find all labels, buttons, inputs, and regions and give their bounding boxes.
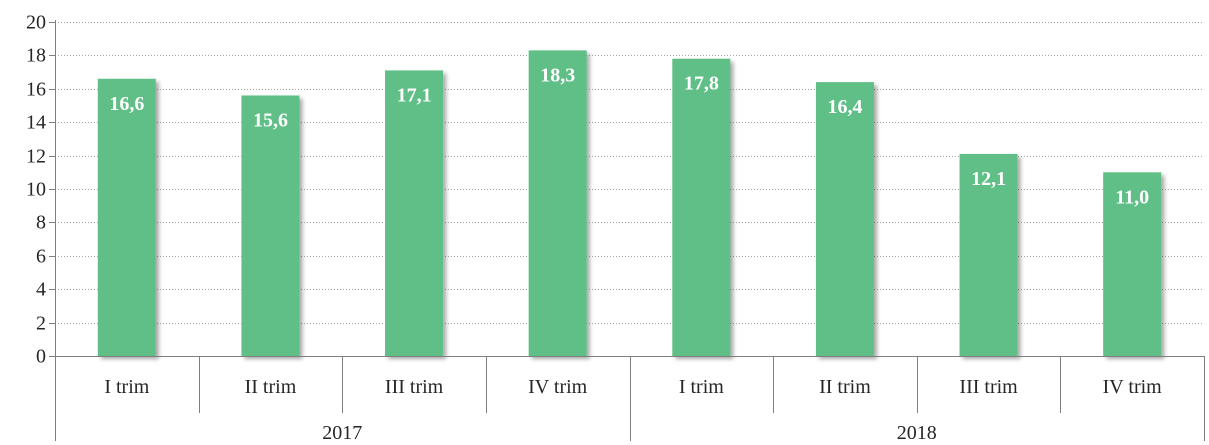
bar [815,82,874,357]
bar [241,95,300,356]
data-label: 11,0 [1115,186,1149,208]
data-label: 16,6 [109,93,144,115]
bar [1103,172,1162,356]
x-tick-label: IV trim [528,376,588,398]
x-tick-label: III trim [959,376,1018,398]
data-labels: 16,6 15,6 17,1 18,3 17,8 16,4 12,1 11,0 [109,64,1149,208]
data-label: 15,6 [253,109,288,131]
x-tick-label: I trim [679,376,724,398]
x-tick-label: IV trim [1103,376,1163,398]
data-label: 17,8 [684,73,719,95]
group-label: 2018 [897,422,937,444]
bar [385,70,444,357]
y-tick-label: 6 [36,246,46,268]
group-label: 2017 [322,422,362,444]
bar [959,153,1018,356]
x-tick-label: I trim [104,376,149,398]
y-tick-label: 18 [26,45,46,67]
bars [97,50,1162,357]
axes: 0 2 4 6 8 10 12 14 16 18 20 I trim II trim III trim IV… [26,12,1205,444]
bar [528,50,587,356]
data-label: 18,3 [540,64,575,86]
bar [97,78,156,356]
data-label: 17,1 [397,84,432,106]
data-label: 16,4 [827,96,862,118]
x-tick-label: II trim [819,376,871,398]
y-tick-label: 12 [26,146,46,168]
y-tick-label: 20 [26,12,46,34]
y-tick-label: 16 [26,79,46,101]
y-tick-label: 8 [36,212,46,234]
x-tick-label: III trim [385,376,444,398]
y-tick-label: 14 [26,112,46,134]
x-tick-label: II trim [245,376,297,398]
y-tick-label: 10 [26,179,46,201]
data-label: 12,1 [971,168,1006,190]
y-tick-label: 4 [36,279,46,301]
gridlines [55,22,1204,324]
y-tick-label: 2 [36,313,46,335]
y-tick-label: 0 [36,346,46,368]
bar [672,58,731,357]
